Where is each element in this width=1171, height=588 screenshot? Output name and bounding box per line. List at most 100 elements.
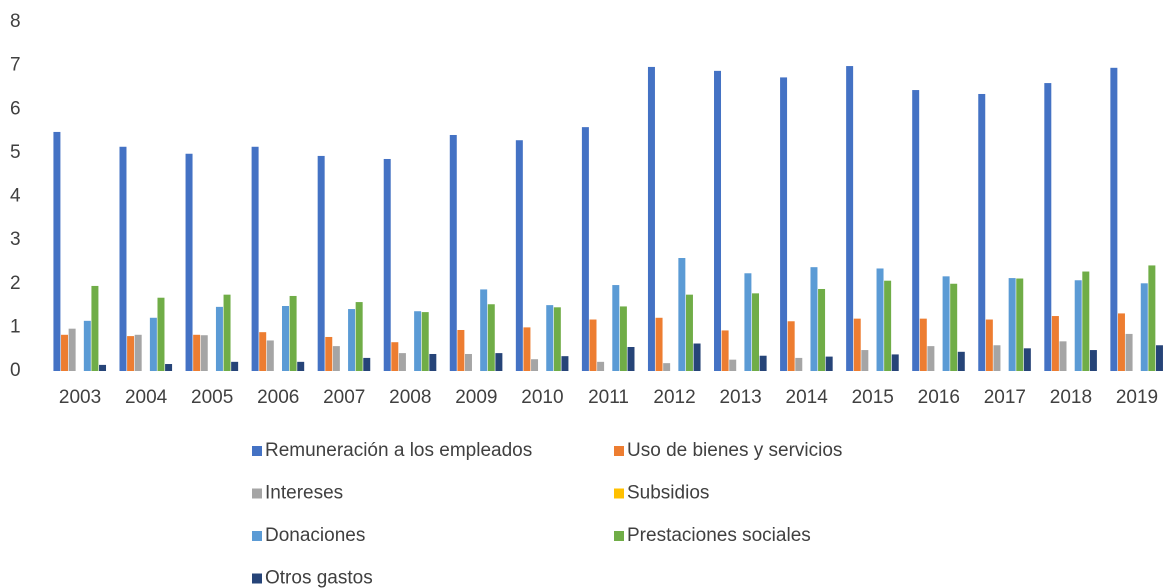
bar (721, 330, 729, 371)
bar (398, 353, 406, 371)
bar (950, 283, 958, 371)
x-tick-label: 2012 (653, 387, 695, 408)
bar (325, 336, 333, 371)
bar (68, 328, 76, 371)
bar (942, 276, 950, 371)
bar (693, 343, 701, 371)
legend-swatch (614, 531, 624, 541)
legend-label: Donaciones (265, 525, 365, 546)
legend-label: Remuneración a los empleados (265, 440, 532, 461)
bar (383, 158, 391, 371)
y-tick-label: 4 (10, 186, 21, 207)
bar (714, 70, 722, 372)
bar (744, 273, 752, 371)
bar (1117, 313, 1125, 371)
x-tick-label: 2019 (1116, 387, 1158, 408)
bar (1082, 271, 1090, 371)
bar (157, 297, 165, 371)
bar (523, 327, 531, 371)
bar (561, 356, 569, 371)
bar (266, 340, 274, 371)
bar (282, 305, 289, 371)
x-tick-label: 2013 (719, 387, 761, 408)
legend-label: Subsidios (627, 483, 709, 504)
bar (297, 361, 305, 371)
bar (927, 346, 935, 371)
bar (581, 127, 589, 371)
bar (61, 334, 69, 371)
bar (993, 345, 1001, 371)
bar (612, 285, 620, 371)
bar (787, 321, 795, 371)
bar (119, 146, 127, 371)
y-tick-label: 1 (10, 316, 21, 337)
bar (919, 318, 927, 371)
bar (127, 336, 135, 371)
bar (597, 361, 605, 371)
bar (185, 153, 193, 371)
bar (978, 93, 986, 371)
x-tick-label: 2008 (389, 387, 431, 408)
x-tick-label: 2004 (125, 387, 168, 408)
bar (627, 347, 635, 371)
bar (1074, 280, 1082, 371)
bar (193, 334, 201, 371)
bar (853, 318, 861, 371)
bar (421, 312, 429, 371)
y-tick-label: 0 (10, 360, 21, 381)
bar (1125, 333, 1133, 371)
bar (1008, 278, 1016, 371)
bar (348, 309, 356, 371)
bar (363, 357, 371, 371)
bar (619, 306, 627, 371)
bar (332, 346, 340, 371)
bar (1051, 316, 1059, 371)
bar (647, 66, 655, 371)
legend-swatch (252, 573, 262, 584)
bar (1110, 67, 1118, 372)
bar (414, 311, 422, 371)
x-tick-label: 2016 (918, 387, 960, 408)
bar (1016, 278, 1024, 371)
legend-swatch (252, 531, 262, 541)
bar (546, 305, 554, 371)
bar (464, 353, 472, 371)
bar (795, 357, 803, 371)
bar (1140, 283, 1148, 371)
x-tick-label: 2010 (521, 387, 563, 408)
legend-swatch (614, 446, 624, 456)
bar (531, 359, 539, 371)
x-tick-label: 2011 (588, 387, 629, 408)
legend-label: Uso de bienes y servicios (627, 440, 842, 461)
bar (259, 332, 267, 371)
x-tick-label: 2014 (786, 387, 829, 408)
bar (685, 294, 693, 371)
bar (355, 302, 363, 371)
x-tick-label: 2003 (59, 387, 101, 408)
x-tick-label: 2005 (191, 387, 233, 408)
bar (663, 363, 671, 371)
bar (515, 140, 523, 371)
bar (429, 353, 437, 371)
bar (891, 354, 899, 371)
bar (449, 134, 457, 371)
y-tick-label: 3 (10, 229, 21, 250)
bar (780, 77, 788, 371)
bar (884, 280, 892, 371)
bar (957, 351, 965, 371)
bar (83, 320, 91, 371)
bar (223, 294, 231, 371)
x-tick-label: 2018 (1050, 387, 1092, 408)
bar (810, 267, 818, 371)
bar (729, 359, 737, 371)
bar (1059, 341, 1067, 371)
bar (215, 306, 223, 371)
bar (1044, 83, 1052, 371)
legend-swatch (252, 446, 262, 456)
bar (99, 364, 107, 371)
bar (289, 295, 297, 371)
bar (391, 342, 399, 371)
legend-swatch (614, 488, 624, 499)
bar (759, 355, 767, 371)
x-tick-label: 2015 (852, 387, 894, 408)
